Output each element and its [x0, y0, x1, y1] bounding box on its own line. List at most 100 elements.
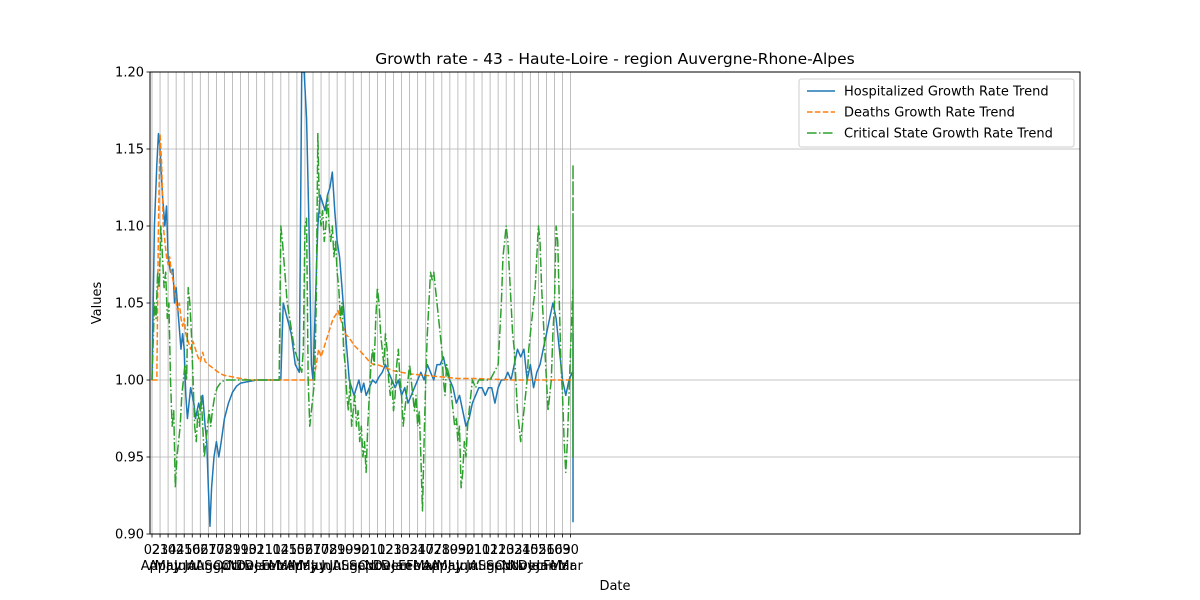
x-tick-month-label: Dec: [381, 559, 406, 574]
x-tick-month-label: Aug: [188, 559, 213, 574]
x-tick-month-label: Feb: [261, 559, 284, 574]
x-tick-day-label: 08: [321, 543, 338, 558]
x-tick-day-label: 24: [409, 543, 426, 558]
y-tick-label: 1.20: [115, 66, 144, 81]
x-tick-day-label: 29: [329, 543, 346, 558]
x-tick-day-label: 02: [377, 543, 394, 558]
y-tick-label: 1.00: [115, 374, 144, 389]
x-tick-month-label: Jan: [527, 559, 548, 574]
x-tick-month-label: Jun: [173, 559, 194, 574]
x-tick-month-label: Mar: [269, 559, 294, 574]
x-tick-month-label: Mar: [558, 559, 583, 574]
x-tick-day-label: 10: [240, 543, 257, 558]
x-tick-day-label: 03: [506, 543, 523, 558]
x-tick-month-label: Dec: [373, 559, 398, 574]
x-tick-day-label: 04: [168, 543, 185, 558]
x-tick-month-label: Feb: [543, 559, 566, 574]
x-tick-day-label: 11: [264, 543, 281, 558]
x-tick-day-label: 19: [232, 543, 249, 558]
x-tick-month-label: Apr: [149, 559, 172, 574]
x-tick-month-label: Apr: [423, 559, 446, 574]
x-tick-day-label: 17: [313, 543, 330, 558]
series-line-3: [151, 132, 574, 512]
x-tick-month-label: Sep: [341, 559, 366, 574]
x-tick-day-label: 01: [482, 543, 499, 558]
x-tick-day-label: 06: [297, 543, 314, 558]
x-tick-day-label: 26: [538, 543, 555, 558]
x-tick-day-label: 30: [562, 543, 579, 558]
x-tick-month-label: Jul: [320, 559, 337, 574]
x-tick-day-label: 29: [224, 543, 241, 558]
x-tick-day-label: 30: [458, 543, 475, 558]
x-tick-month-label: Mar: [550, 559, 575, 574]
x-tick-day-label: 07: [425, 543, 442, 558]
x-tick-month-label: Jan: [254, 559, 275, 574]
x-tick-month-label: Feb: [398, 559, 421, 574]
x-tick-day-label: 11: [369, 543, 386, 558]
chart-title: Growth rate - 43 - Haute-Loire - region …: [375, 50, 855, 68]
x-tick-month-label: Jun: [447, 559, 468, 574]
x-tick-day-label: 04: [273, 543, 290, 558]
x-tick-month-label: Sep: [478, 559, 503, 574]
x-tick-day-label: 13: [498, 543, 515, 558]
x-tick-month-label: Dec: [244, 559, 269, 574]
x-tick-day-label: 15: [522, 543, 539, 558]
x-tick-day-label: 16: [184, 543, 201, 558]
x-tick-month-label: Sep: [486, 559, 511, 574]
x-tick-month-label: Nov: [228, 559, 254, 574]
x-tick-month-label: Jul: [465, 559, 482, 574]
x-tick-day-label: 25: [176, 543, 193, 558]
y-tick-label: 0.90: [115, 528, 144, 543]
x-tick-day-label: 17: [208, 543, 225, 558]
x-tick-month-label: Jan: [535, 559, 556, 574]
x-tick-day-label: 23: [152, 543, 169, 558]
legend: Hospitalized Growth Rate Trend Deaths Gro…: [798, 78, 1075, 148]
x-tick-day-label: 14: [160, 543, 177, 558]
x-tick-month-label: Apr: [141, 559, 164, 574]
y-axis: 0.90 0.95 1.00 1.05 1.10 1.15 1.20: [115, 66, 150, 543]
x-tick-day-label: 15: [289, 543, 306, 558]
series-line-2: [152, 132, 574, 381]
legend-label: Hospitalized Growth Rate Trend: [844, 85, 1049, 100]
x-tick-month-label: Aug: [333, 559, 358, 574]
x-tick-month-label: Dec: [236, 559, 261, 574]
x-tick-month-label: Feb: [406, 559, 429, 574]
x-tick-day-label: 31: [248, 543, 265, 558]
x-tick-month-label: Jul: [328, 559, 345, 574]
x-tick-month-label: Jun: [310, 559, 331, 574]
legend-label: Deaths Growth Rate Trend: [844, 106, 1015, 121]
y-tick-label: 1.15: [115, 143, 144, 158]
legend-box: [798, 78, 1075, 148]
x-tick-day-label: 21: [361, 543, 378, 558]
x-tick-day-label: 30: [353, 543, 370, 558]
x-tick-day-label: 19: [442, 543, 459, 558]
x-tick-month-label: Nov: [502, 559, 528, 574]
x-tick-month-label: May: [155, 559, 182, 574]
x-tick-month-label: May: [292, 559, 319, 574]
x-tick-day-label: 25: [281, 543, 298, 558]
x-tick-month-label: Aug: [196, 559, 221, 574]
x-tick-day-label: 03: [401, 543, 418, 558]
x-tick-month-label: Jun: [455, 559, 476, 574]
x-tick-day-label: 27: [200, 543, 217, 558]
x-tick-month-label: Jun: [165, 559, 186, 574]
y-tick-label: 1.05: [115, 297, 144, 312]
x-tick-month-label: Mar: [277, 559, 302, 574]
x-tick-day-label: 24: [514, 543, 531, 558]
x-tick-day-label: 21: [256, 543, 273, 558]
x-tick-month-label: Sep: [349, 559, 374, 574]
x-tick-month-label: Oct: [358, 559, 380, 574]
x-tick-day-label: 06: [192, 543, 209, 558]
x-tick-day-label: 16: [546, 543, 563, 558]
x-tick-month-label: Apr: [431, 559, 454, 574]
x-tick-day-label: 08: [216, 543, 233, 558]
x-tick-day-label: 05: [530, 543, 547, 558]
x-tick-month-label: May: [436, 559, 463, 574]
x-tick-month-label: Nov: [365, 559, 391, 574]
x-tick-day-label: 09: [554, 543, 571, 558]
x-tick-month-label: Mar: [413, 559, 438, 574]
x-tick-month-label: Aug: [469, 559, 494, 574]
y-tick-label: 1.10: [115, 220, 144, 235]
x-tick-day-label: 09: [450, 543, 467, 558]
